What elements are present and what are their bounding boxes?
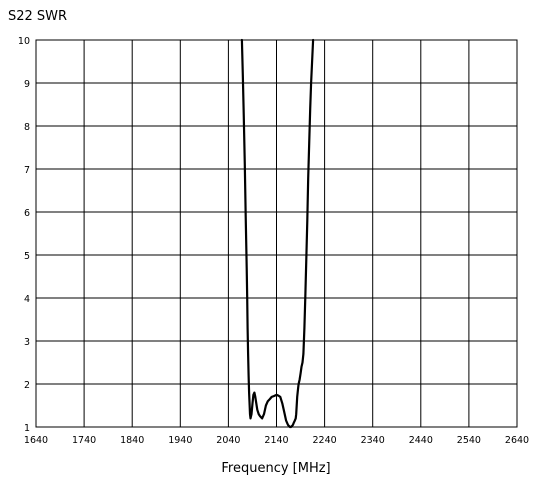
x-tick-label: 1640 xyxy=(24,435,48,446)
tick-labels: 1640 1740 1840 1940 2040 2140 2240 2340 2440 2540… xyxy=(18,36,529,446)
x-tick-label: 2240 xyxy=(313,435,337,446)
y-tick-label: 8 xyxy=(24,122,30,133)
x-tick-label: 2340 xyxy=(361,435,385,446)
x-tick-label: 1840 xyxy=(120,435,144,446)
x-tick-label: 2640 xyxy=(505,435,529,446)
y-tick-label: 6 xyxy=(24,208,30,219)
y-tick-label: 3 xyxy=(24,337,30,348)
swr-series-line xyxy=(240,38,315,429)
y-tick-label: 1 xyxy=(24,423,30,434)
series-layer xyxy=(240,38,315,429)
y-tick-label: 10 xyxy=(18,36,30,47)
grid-layer xyxy=(36,40,517,427)
chart-title: S22 SWR xyxy=(8,9,67,24)
x-tick-label: 2440 xyxy=(409,435,433,446)
y-tick-label: 2 xyxy=(24,380,30,391)
y-tick-label: 9 xyxy=(24,79,30,90)
x-tick-label: 2040 xyxy=(216,435,240,446)
y-tick-label: 5 xyxy=(24,251,30,262)
x-axis-label: Frequency [MHz] xyxy=(221,461,330,476)
y-tick-label: 4 xyxy=(24,294,30,305)
x-tick-label: 2540 xyxy=(457,435,481,446)
x-tick-label: 2140 xyxy=(264,435,288,446)
x-tick-label: 1940 xyxy=(168,435,192,446)
x-tick-label: 1740 xyxy=(72,435,96,446)
y-tick-label: 7 xyxy=(24,165,30,176)
plot-frame xyxy=(35,39,518,428)
